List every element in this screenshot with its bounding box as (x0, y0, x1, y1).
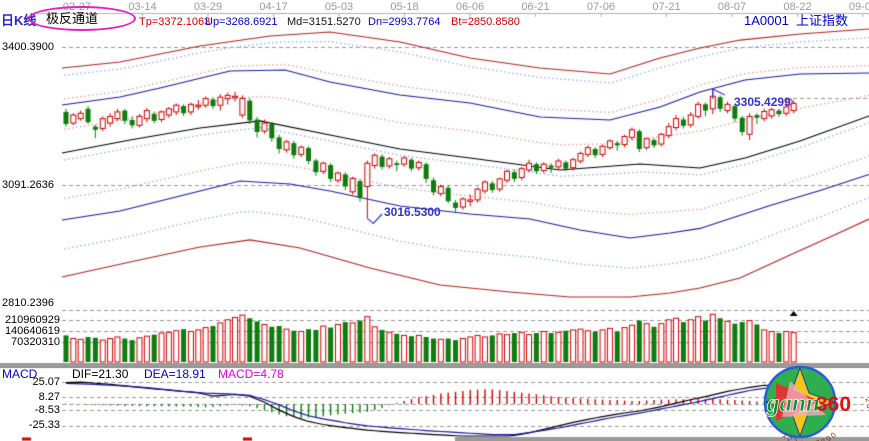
param-bt-label: Bt=2850.8580 (451, 16, 520, 28)
date-label: 05-03 (324, 1, 354, 13)
param-tp-label: Tp=3372.1063 (139, 16, 211, 28)
param-dn-label: Dn=2993.7764 (368, 16, 441, 28)
date-label: 08-22 (783, 1, 812, 13)
macd-dif-value: DIF=21.30 (72, 367, 129, 381)
macd-axis-label: -8.53 (34, 404, 60, 416)
date-label: 04-17 (259, 1, 288, 13)
volume-axis-label: 140640619 (4, 325, 60, 337)
date-label: 07-21 (652, 1, 681, 13)
macd-pane-title[interactable]: MACD (2, 367, 38, 381)
indicator-name-label[interactable]: 极反通道 (46, 11, 99, 26)
high-price-annotation: 3305.4299 (734, 95, 791, 109)
logo-num-text: 360 (816, 393, 851, 416)
logo-word-text: gann (766, 390, 820, 417)
logo-pink-triangle-icon (782, 381, 826, 417)
price-axis-label: 3091.2636 (2, 179, 54, 191)
symbol-name-label[interactable]: 1A0001 上证指数 (744, 13, 849, 28)
indicator-highlight-ellipse (28, 6, 136, 31)
kline-period-label[interactable]: 日K线 (1, 13, 37, 28)
macd-axis-label: 8.27 (38, 391, 60, 403)
gann360-logo: 23456789012 1234567890 gann 360 (759, 356, 869, 441)
volume-axis-label: 210960929 (4, 314, 60, 326)
date-label: 05-18 (390, 1, 419, 13)
date-label: 03-29 (193, 1, 223, 13)
low-price-annotation: 3016.5300 (384, 205, 441, 219)
date-label: 09-06 (848, 1, 869, 13)
date-label: 06-06 (455, 1, 485, 13)
macd-axis-label: 25.07 (32, 376, 60, 388)
param-md-label: Md=3151.5270 (287, 16, 361, 28)
date-label: 08-07 (717, 1, 747, 13)
price-axis-label: 3400.3900 (2, 41, 54, 53)
macd-macd-value: MACD=4.78 (218, 367, 284, 381)
macd-axis-label: -25.33 (28, 419, 60, 431)
price-axis-label: 2810.2396 (2, 297, 54, 309)
date-label: 03-14 (128, 1, 157, 13)
date-label: 06-21 (521, 1, 550, 13)
volume-axis-label: 70320310 (11, 336, 60, 348)
macd-dea-value: DEA=18.91 (144, 367, 206, 381)
param-up-label: Up=3268.6921 (205, 16, 278, 28)
date-label: 07-06 (586, 1, 616, 13)
